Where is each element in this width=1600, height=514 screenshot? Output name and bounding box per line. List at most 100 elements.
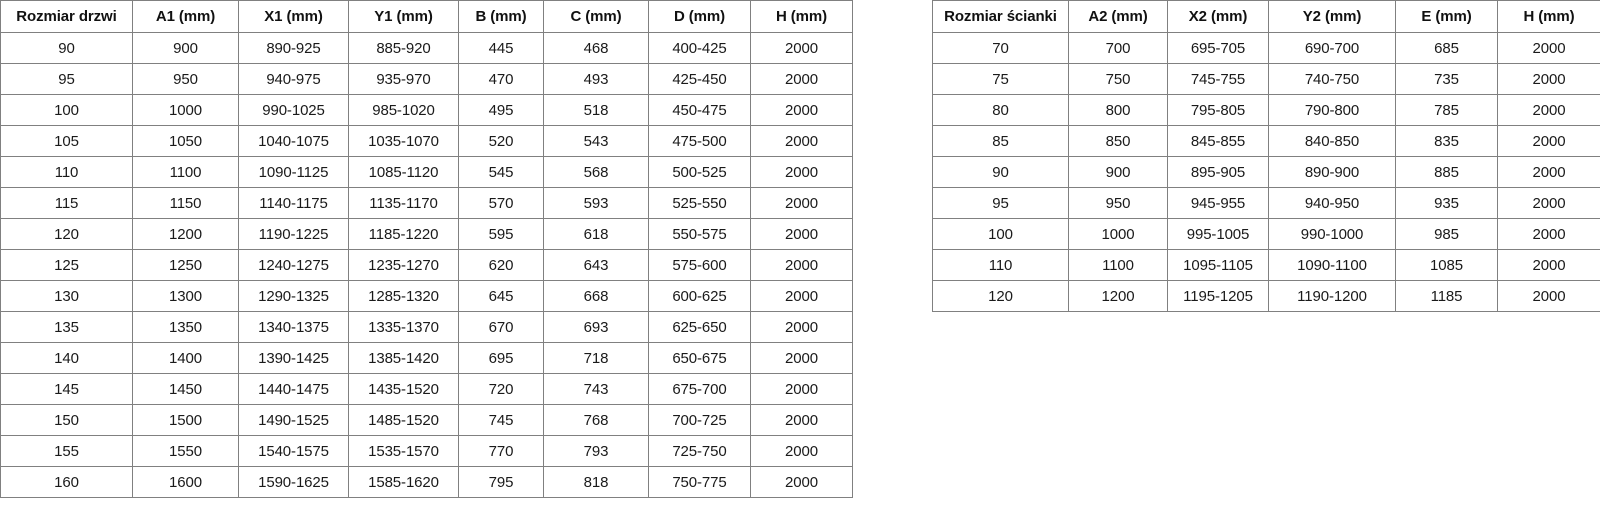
table-cell: 1585-1620 — [348, 466, 459, 498]
table-cell: 985-1020 — [348, 94, 459, 126]
table-cell: 890-925 — [238, 32, 349, 64]
table-cell: 2000 — [1497, 32, 1600, 64]
table-cell: 1340-1375 — [238, 311, 349, 343]
table-cell: 990-1000 — [1268, 218, 1396, 250]
table-cell: 768 — [543, 404, 649, 436]
table-cell: 575-600 — [648, 249, 751, 281]
table-cell: 720 — [458, 373, 544, 405]
table-cell: 1095-1105 — [1167, 249, 1269, 281]
table-cell: 2000 — [750, 466, 853, 498]
table-cell: 1135-1170 — [348, 187, 459, 219]
doors-table-body: 90 900 890-925 885-920 445 468 400-425 2000 95 95… — [0, 32, 853, 498]
table-cell: 2000 — [750, 156, 853, 188]
doors-table-header: Rozmiar drzwi A1 (mm) X1 (mm) Y1 (mm) B … — [0, 0, 853, 33]
table-cell: 1000 — [1068, 218, 1168, 250]
table-cell: 543 — [543, 125, 649, 157]
table-cell: 550-575 — [648, 218, 751, 250]
table-cell: 2000 — [1497, 249, 1600, 281]
column-header-a1: A1 (mm) — [132, 0, 239, 33]
table-row: 105 1050 1040-1075 1035-1070 520 543 475-500 20… — [0, 125, 853, 157]
table-cell: 130 — [0, 280, 133, 312]
table-cell: 718 — [543, 342, 649, 374]
table-cell: 1000 — [132, 94, 239, 126]
table-cell: 700 — [1068, 32, 1168, 64]
table-cell: 950 — [132, 63, 239, 95]
table-row: 115 1150 1140-1175 1135-1170 570 593 525-550 20… — [0, 187, 853, 219]
table-cell: 1085 — [1395, 249, 1498, 281]
column-header-b: B (mm) — [458, 0, 544, 33]
walls-table-container: Rozmiar ścianki A2 (mm) X2 (mm) Y2 (mm) … — [932, 0, 1600, 312]
table-row: 70 700 695-705 690-700 685 2000 — [932, 32, 1600, 64]
table-cell: 2000 — [750, 435, 853, 467]
table-cell: 425-450 — [648, 63, 751, 95]
table-cell: 80 — [932, 94, 1069, 126]
column-header-c: C (mm) — [543, 0, 649, 33]
column-header-rozmiar-scianki: Rozmiar ścianki — [932, 0, 1069, 33]
table-cell: 940-950 — [1268, 187, 1396, 219]
table-cell: 2000 — [750, 94, 853, 126]
table-row: 135 1350 1340-1375 1335-1370 670 693 625-650 20… — [0, 311, 853, 343]
table-cell: 100 — [932, 218, 1069, 250]
table-cell: 1540-1575 — [238, 435, 349, 467]
table-cell: 2000 — [750, 404, 853, 436]
table-cell: 940-975 — [238, 63, 349, 95]
table-row: 110 1100 1090-1125 1085-1120 545 568 500-525 20… — [0, 156, 853, 188]
table-cell: 1335-1370 — [348, 311, 459, 343]
table-cell: 1535-1570 — [348, 435, 459, 467]
table-cell: 1140-1175 — [238, 187, 349, 219]
table-cell: 100 — [0, 94, 133, 126]
table-cell: 890-900 — [1268, 156, 1396, 188]
table-cell: 795 — [458, 466, 544, 498]
table-cell: 1285-1320 — [348, 280, 459, 312]
table-cell: 1185-1220 — [348, 218, 459, 250]
table-cell: 695 — [458, 342, 544, 374]
table-cell: 70 — [932, 32, 1069, 64]
table-cell: 1300 — [132, 280, 239, 312]
table-cell: 900 — [132, 32, 239, 64]
table-cell: 145 — [0, 373, 133, 405]
table-cell: 785 — [1395, 94, 1498, 126]
table-cell: 1490-1525 — [238, 404, 349, 436]
table-cell: 1100 — [1068, 249, 1168, 281]
walls-table-header: Rozmiar ścianki A2 (mm) X2 (mm) Y2 (mm) … — [932, 0, 1600, 33]
table-cell: 75 — [932, 63, 1069, 95]
table-cell: 745 — [458, 404, 544, 436]
table-cell: 90 — [0, 32, 133, 64]
table-cell: 95 — [0, 63, 133, 95]
table-cell: 2000 — [750, 187, 853, 219]
table-cell: 670 — [458, 311, 544, 343]
table-cell: 90 — [932, 156, 1069, 188]
table-cell: 1150 — [132, 187, 239, 219]
table-cell: 985 — [1395, 218, 1498, 250]
table-cell: 690-700 — [1268, 32, 1396, 64]
table-cell: 885 — [1395, 156, 1498, 188]
table-cell: 2000 — [750, 218, 853, 250]
column-header-rozmiar-drzwi: Rozmiar drzwi — [0, 0, 133, 33]
walls-size-table: Rozmiar ścianki A2 (mm) X2 (mm) Y2 (mm) … — [932, 0, 1600, 312]
table-row: 160 1600 1590-1625 1585-1620 795 818 750-775 20… — [0, 466, 853, 498]
table-row: 145 1450 1440-1475 1435-1520 720 743 675-700 20… — [0, 373, 853, 405]
table-cell: 800 — [1068, 94, 1168, 126]
table-cell: 125 — [0, 249, 133, 281]
table-cell: 115 — [0, 187, 133, 219]
table-cell: 740-750 — [1268, 63, 1396, 95]
table-cell: 735 — [1395, 63, 1498, 95]
table-cell: 643 — [543, 249, 649, 281]
table-cell: 1235-1270 — [348, 249, 459, 281]
table-cell: 845-855 — [1167, 125, 1269, 157]
doors-table-container: Rozmiar drzwi A1 (mm) X1 (mm) Y1 (mm) B … — [0, 0, 853, 498]
table-cell: 1050 — [132, 125, 239, 157]
table-cell: 743 — [543, 373, 649, 405]
table-cell: 2000 — [750, 342, 853, 374]
table-cell: 518 — [543, 94, 649, 126]
table-cell: 1600 — [132, 466, 239, 498]
table-cell: 1590-1625 — [238, 466, 349, 498]
table-cell: 935-970 — [348, 63, 459, 95]
table-cell: 795-805 — [1167, 94, 1269, 126]
table-cell: 1040-1075 — [238, 125, 349, 157]
table-cell: 570 — [458, 187, 544, 219]
table-cell: 2000 — [1497, 125, 1600, 157]
table-cell: 110 — [0, 156, 133, 188]
table-cell: 1385-1420 — [348, 342, 459, 374]
table-row: 95 950 945-955 940-950 935 2000 — [932, 187, 1600, 219]
